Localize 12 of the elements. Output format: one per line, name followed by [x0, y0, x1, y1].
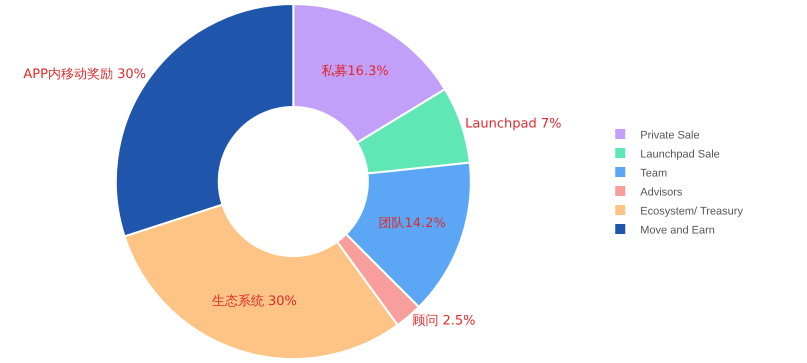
legend-label: Private Sale	[640, 129, 700, 142]
legend-label: Team	[640, 167, 668, 180]
legend-label: Ecosystem/ Treasury	[640, 205, 744, 218]
data-label: APP内移动奖励 30%	[23, 67, 146, 82]
data-label: 生态系统 30%	[212, 294, 297, 309]
data-label: Launchpad 7%	[465, 116, 562, 132]
legend-label: Move and Earn	[640, 224, 715, 236]
data-label: 私募16.3%	[321, 64, 389, 80]
legend-label: Launchpad Sale	[640, 148, 720, 160]
data-label: 团队14.2%	[378, 216, 446, 231]
legend-label: Advisors	[640, 186, 683, 198]
data-label: 顾问 2.5%	[412, 313, 476, 328]
